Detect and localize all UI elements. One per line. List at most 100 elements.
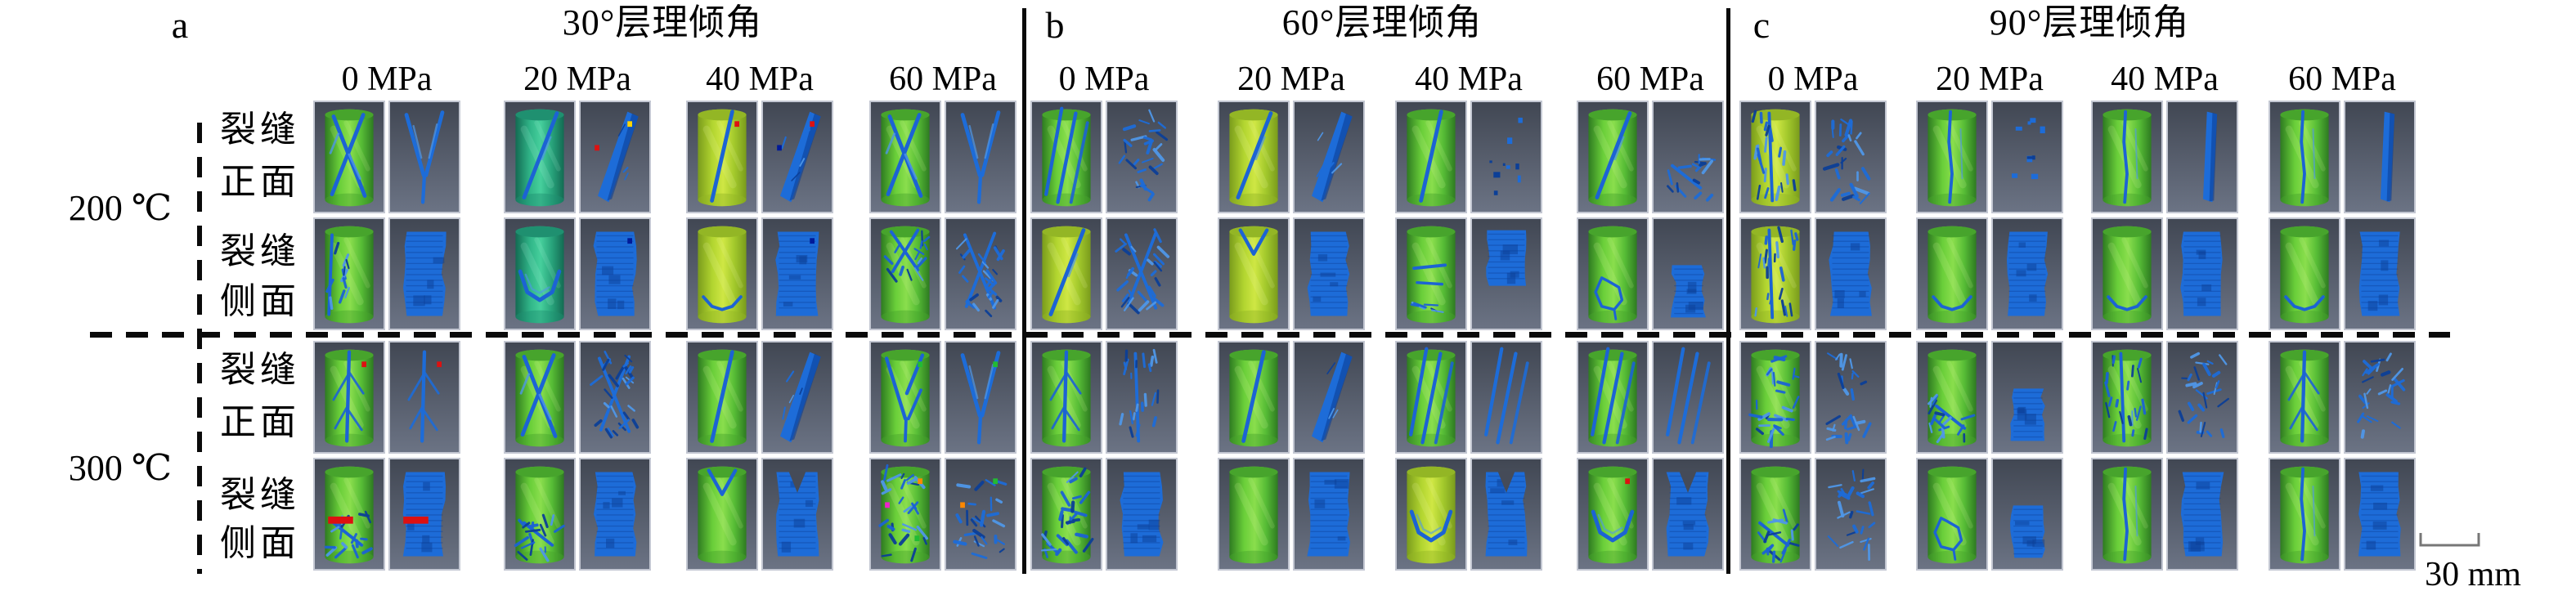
ct-image-a-300C-front-20MPa-sample	[504, 341, 576, 454]
row-label-300c-front-line1: 裂缝	[220, 350, 300, 390]
ct-image-a-300C-side-40MPa-fracture	[761, 458, 833, 571]
scale-bar-bracket	[2419, 533, 2480, 547]
pressure-label-b-40MPa: 40 MPa	[1415, 60, 1523, 98]
ct-image-c-200C-front-20MPa-fracture	[1991, 101, 2063, 213]
ct-image-c-300C-front-60MPa-fracture	[2344, 341, 2416, 454]
row-label-300c-side-line2: 侧面	[220, 523, 300, 563]
ct-image-a-300C-front-60MPa-sample	[869, 341, 941, 454]
ct-image-a-200C-front-0MPa-fracture	[388, 101, 460, 213]
panel-c-letter: c	[1752, 4, 1770, 46]
ct-image-a-200C-side-40MPa-fracture	[761, 217, 833, 330]
ct-image-b-200C-side-60MPa-sample	[1577, 217, 1649, 330]
ct-image-c-300C-side-40MPa-fracture	[2166, 458, 2238, 571]
ct-image-c-200C-front-60MPa-sample	[2269, 101, 2340, 213]
ct-image-b-300C-side-0MPa-sample	[1030, 458, 1102, 571]
ct-image-b-300C-front-20MPa-fracture	[1293, 341, 1365, 454]
ct-image-b-200C-side-20MPa-sample	[1218, 217, 1290, 330]
pressure-label-b-60MPa: 60 MPa	[1596, 60, 1704, 98]
ct-image-c-200C-front-0MPa-sample	[1739, 101, 1811, 213]
ct-image-b-200C-front-0MPa-fracture	[1106, 101, 1178, 213]
ct-image-c-300C-side-0MPa-sample	[1739, 458, 1811, 571]
ct-image-c-300C-side-20MPa-fracture	[1991, 458, 2063, 571]
ct-image-c-200C-front-40MPa-fracture	[2166, 101, 2238, 213]
ct-image-c-300C-front-60MPa-sample	[2269, 341, 2340, 454]
ct-image-c-200C-front-40MPa-sample	[2091, 101, 2163, 213]
ct-image-a-200C-front-40MPa-fracture	[761, 101, 833, 213]
ct-image-a-300C-front-0MPa-fracture	[388, 341, 460, 454]
pressure-label-a-60MPa: 60 MPa	[889, 60, 997, 98]
row-label-200c-front-line1: 裂缝	[220, 110, 300, 150]
panel-b-letter: b	[1045, 4, 1065, 46]
ct-image-a-200C-front-40MPa-sample	[686, 101, 758, 213]
panel-b-title: 60°层理倾角	[1281, 2, 1483, 43]
ct-image-a-200C-side-0MPa-fracture	[388, 217, 460, 330]
pressure-label-c-40MPa: 40 MPa	[2111, 60, 2219, 98]
ct-image-b-200C-side-0MPa-sample	[1030, 217, 1102, 330]
ct-image-b-300C-front-0MPa-sample	[1030, 341, 1102, 454]
ct-image-b-300C-front-40MPa-fracture	[1470, 341, 1542, 454]
ct-image-c-300C-front-0MPa-fracture	[1815, 341, 1887, 454]
ct-image-c-300C-front-20MPa-fracture	[1991, 341, 2063, 454]
label-divider-dashed	[197, 123, 202, 574]
ct-image-b-200C-front-40MPa-fracture	[1470, 101, 1542, 213]
ct-image-b-300C-front-40MPa-sample	[1395, 341, 1467, 454]
temp-label-300c: 300 ℃	[68, 448, 173, 488]
ct-image-a-200C-front-20MPa-sample	[504, 101, 576, 213]
ct-image-a-200C-side-40MPa-sample	[686, 217, 758, 330]
panel-a-letter: a	[171, 4, 189, 46]
ct-image-b-300C-side-40MPa-sample	[1395, 458, 1467, 571]
ct-image-c-200C-side-40MPa-fracture	[2166, 217, 2238, 330]
ct-image-a-200C-side-60MPa-sample	[869, 217, 941, 330]
row-label-200c-side-line2: 侧面	[220, 281, 300, 321]
scale-bar-label: 30 mm	[2425, 556, 2521, 593]
ct-image-b-300C-side-40MPa-fracture	[1470, 458, 1542, 571]
ct-image-a-300C-side-0MPa-fracture	[388, 458, 460, 571]
ct-image-a-200C-side-20MPa-sample	[504, 217, 576, 330]
ct-image-b-200C-front-20MPa-fracture	[1293, 101, 1365, 213]
ct-image-a-300C-side-60MPa-fracture	[945, 458, 1016, 571]
ct-image-c-200C-side-20MPa-sample	[1916, 217, 1988, 330]
ct-image-a-200C-side-0MPa-sample	[313, 217, 385, 330]
ct-image-a-300C-front-60MPa-fracture	[945, 341, 1016, 454]
ct-image-c-200C-front-20MPa-sample	[1916, 101, 1988, 213]
pressure-label-b-20MPa: 20 MPa	[1237, 60, 1345, 98]
ct-image-b-200C-side-60MPa-fracture	[1652, 217, 1724, 330]
ct-image-c-300C-front-40MPa-sample	[2091, 341, 2163, 454]
ct-image-b-200C-front-60MPa-sample	[1577, 101, 1649, 213]
pressure-label-c-0MPa: 0 MPa	[1767, 60, 1859, 98]
ct-image-b-300C-front-0MPa-fracture	[1106, 341, 1178, 454]
pressure-label-a-0MPa: 0 MPa	[341, 60, 433, 98]
ct-image-b-300C-front-20MPa-sample	[1218, 341, 1290, 454]
ct-image-a-300C-front-40MPa-sample	[686, 341, 758, 454]
ct-image-c-300C-side-60MPa-fracture	[2344, 458, 2416, 571]
row-label-300c-front-line2: 正面	[220, 402, 300, 442]
ct-image-a-200C-front-0MPa-sample	[313, 101, 385, 213]
pressure-label-a-20MPa: 20 MPa	[523, 60, 631, 98]
ct-image-b-200C-front-60MPa-fracture	[1652, 101, 1724, 213]
ct-image-a-200C-side-20MPa-fracture	[579, 217, 651, 330]
ct-image-a-300C-side-40MPa-sample	[686, 458, 758, 571]
pressure-label-c-60MPa: 60 MPa	[2288, 60, 2396, 98]
pressure-label-b-0MPa: 0 MPa	[1058, 60, 1150, 98]
ct-image-b-300C-side-60MPa-sample	[1577, 458, 1649, 571]
ct-image-c-200C-side-40MPa-sample	[2091, 217, 2163, 330]
ct-image-b-300C-side-60MPa-fracture	[1652, 458, 1724, 571]
ct-image-b-200C-side-40MPa-fracture	[1470, 217, 1542, 330]
panel-divider-a-b	[1022, 8, 1026, 574]
ct-image-b-300C-front-60MPa-fracture	[1652, 341, 1724, 454]
temperature-divider-dashed	[90, 332, 2450, 338]
panel-divider-b-c	[1726, 8, 1730, 574]
ct-image-b-200C-front-0MPa-sample	[1030, 101, 1102, 213]
row-label-200c-side-line1: 裂缝	[220, 231, 300, 271]
ct-image-c-300C-front-20MPa-sample	[1916, 341, 1988, 454]
ct-image-c-200C-side-0MPa-sample	[1739, 217, 1811, 330]
ct-image-c-200C-side-0MPa-fracture	[1815, 217, 1887, 330]
panel-a-title: 30°层理倾角	[562, 2, 763, 43]
ct-image-b-300C-side-20MPa-sample	[1218, 458, 1290, 571]
ct-image-a-300C-front-0MPa-sample	[313, 341, 385, 454]
ct-image-c-300C-front-0MPa-sample	[1739, 341, 1811, 454]
ct-image-a-200C-side-60MPa-fracture	[945, 217, 1016, 330]
ct-image-a-200C-front-60MPa-sample	[869, 101, 941, 213]
ct-image-c-300C-front-40MPa-fracture	[2166, 341, 2238, 454]
